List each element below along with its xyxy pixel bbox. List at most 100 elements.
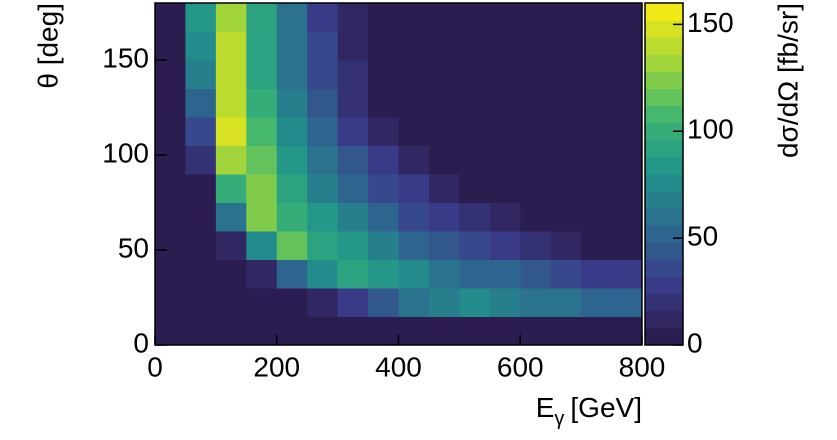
colorbar-band xyxy=(645,276,683,295)
heatmap-cell xyxy=(520,3,552,32)
heatmap-cell xyxy=(368,174,399,203)
heatmap-cell xyxy=(489,88,521,118)
colorbar-band xyxy=(645,139,683,158)
heatmap-cell xyxy=(246,288,278,317)
heatmap-cell xyxy=(307,202,339,232)
heatmap-cell xyxy=(155,31,186,61)
heatmap-cell xyxy=(520,60,552,89)
x-tick-label: 800 xyxy=(619,351,666,382)
colorbar-band xyxy=(645,71,683,89)
heatmap-cell xyxy=(368,316,399,346)
heatmap-cell xyxy=(581,202,613,232)
heatmap-cell xyxy=(307,88,339,118)
heatmap-cell xyxy=(185,231,217,260)
heatmap-cell xyxy=(276,231,308,260)
heatmap-cell xyxy=(276,202,308,232)
heatmap-cell xyxy=(581,288,613,317)
heatmap-cell xyxy=(368,88,399,118)
heatmap-cell xyxy=(307,117,339,146)
heatmap-cell xyxy=(215,288,247,317)
heatmap-cell xyxy=(520,316,552,346)
heatmap-cell xyxy=(215,60,247,89)
colorbar-band xyxy=(645,88,683,107)
heatmap-cell xyxy=(550,288,582,317)
x-label-subscript: γ xyxy=(554,408,564,430)
heatmap-cell xyxy=(428,145,460,175)
heatmap-cell xyxy=(611,288,643,317)
heatmap-cell xyxy=(459,60,491,89)
heatmap-cell xyxy=(550,88,582,118)
heatmap-cell xyxy=(368,31,399,61)
heatmap-cell xyxy=(246,316,278,346)
heatmap-cell xyxy=(398,288,430,317)
heatmap-cell xyxy=(489,60,521,89)
heatmap-cell xyxy=(215,174,247,203)
heatmap-cell xyxy=(276,117,308,146)
heatmap-cell xyxy=(489,174,521,203)
heatmap-cell xyxy=(398,60,430,89)
x-tick-label: 600 xyxy=(497,351,544,382)
heatmap-cell xyxy=(428,174,460,203)
z-tick-label: 100 xyxy=(687,114,734,145)
colorbar-band xyxy=(645,191,683,209)
heatmap-cell xyxy=(185,60,217,89)
heatmap-cell xyxy=(520,31,552,61)
heatmap-cell xyxy=(246,174,278,203)
heatmap-cell xyxy=(428,60,460,89)
heatmap-cell xyxy=(398,259,430,289)
heatmap-cell xyxy=(550,3,582,32)
heatmap-cell xyxy=(398,88,430,118)
heatmap-cell xyxy=(155,174,186,203)
heatmap-cell xyxy=(155,60,186,89)
heatmap-cell xyxy=(611,88,643,118)
heatmap-cell xyxy=(611,316,643,346)
heatmap-cell xyxy=(398,202,430,232)
colorbar-band xyxy=(645,242,683,260)
heatmap-cell xyxy=(215,88,247,118)
heatmap-cell xyxy=(155,3,186,32)
heatmap-cell xyxy=(520,174,552,203)
heatmap-cell xyxy=(611,259,643,289)
colorbar xyxy=(644,2,684,346)
heatmap-cell xyxy=(520,202,552,232)
heatmap-cell xyxy=(368,231,399,260)
heatmap-cell xyxy=(307,174,339,203)
y-axis-label: θ [deg] xyxy=(32,3,63,89)
heatmap-cell xyxy=(276,288,308,317)
heatmap-cell xyxy=(215,145,247,175)
heatmap-cell xyxy=(337,316,369,346)
y-tick-label: 100 xyxy=(102,137,149,168)
heatmap-cell xyxy=(581,231,613,260)
heatmap-cell xyxy=(337,259,369,289)
heatmap-cell xyxy=(459,202,491,232)
heatmap-cell xyxy=(307,259,339,289)
heatmap-cell xyxy=(611,202,643,232)
heatmap-cell xyxy=(428,117,460,146)
heatmap-cell xyxy=(307,231,339,260)
heatmap-cell xyxy=(459,31,491,61)
heatmap-cell xyxy=(550,231,582,260)
heatmap-cell xyxy=(550,60,582,89)
heatmap-cell xyxy=(307,60,339,89)
heatmap-cell xyxy=(215,117,247,146)
heatmap-cell xyxy=(246,60,278,89)
y-tick-label: 50 xyxy=(118,232,149,263)
heatmap-cell xyxy=(398,316,430,346)
heatmap-cell xyxy=(276,316,308,346)
heatmap-cell xyxy=(550,202,582,232)
heatmap-cell xyxy=(428,31,460,61)
heatmap-cell xyxy=(307,316,339,346)
heatmap-cell xyxy=(459,117,491,146)
heatmap-cell xyxy=(246,145,278,175)
heatmap-cell xyxy=(185,117,217,146)
z-tick-label: 150 xyxy=(687,7,734,38)
heatmap-cell xyxy=(520,288,552,317)
heatmap-cell xyxy=(459,145,491,175)
heatmap-cell xyxy=(611,60,643,89)
heatmap-cell xyxy=(246,31,278,61)
heatmap-cell xyxy=(337,60,369,89)
heatmap-cell xyxy=(520,117,552,146)
colorbar-band xyxy=(645,225,683,243)
heatmap-cell xyxy=(185,88,217,118)
colorbar-band xyxy=(645,3,683,21)
